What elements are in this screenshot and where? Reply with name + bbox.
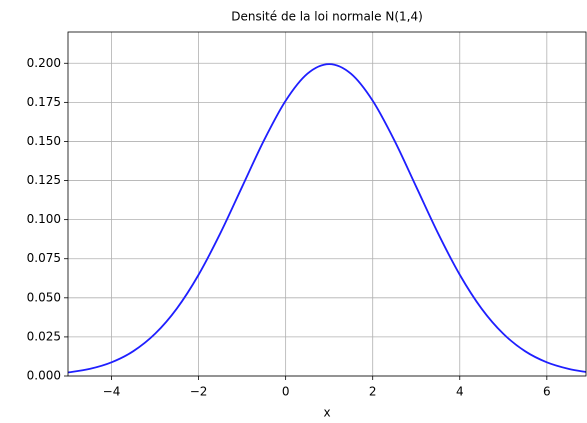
plot-frame <box>67 31 587 377</box>
y-tick-label: 0.200 <box>27 56 61 70</box>
x-tick-label: 0 <box>282 385 290 399</box>
x-axis-label: x <box>323 406 330 420</box>
y-tick-label: 0.050 <box>27 290 61 304</box>
x-tick-label: 6 <box>543 385 551 399</box>
y-tick-label: 0.100 <box>27 212 61 226</box>
line-series <box>68 63 586 374</box>
y-tick-label: 0.175 <box>27 95 61 109</box>
x-tick-label: −4 <box>103 385 121 399</box>
y-tick-label: 0.125 <box>27 173 61 187</box>
y-tick-label: 0.025 <box>27 329 61 343</box>
y-tick-label: 0.000 <box>27 369 61 383</box>
y-tick-label: 0.075 <box>27 251 61 265</box>
x-tick-label: 2 <box>369 385 377 399</box>
chart-title: Densité de la loi normale N(1,4) <box>231 10 423 24</box>
y-tick-label: 0.150 <box>27 134 61 148</box>
x-tick-label: −2 <box>190 385 208 399</box>
x-tick-label: 4 <box>456 385 464 399</box>
